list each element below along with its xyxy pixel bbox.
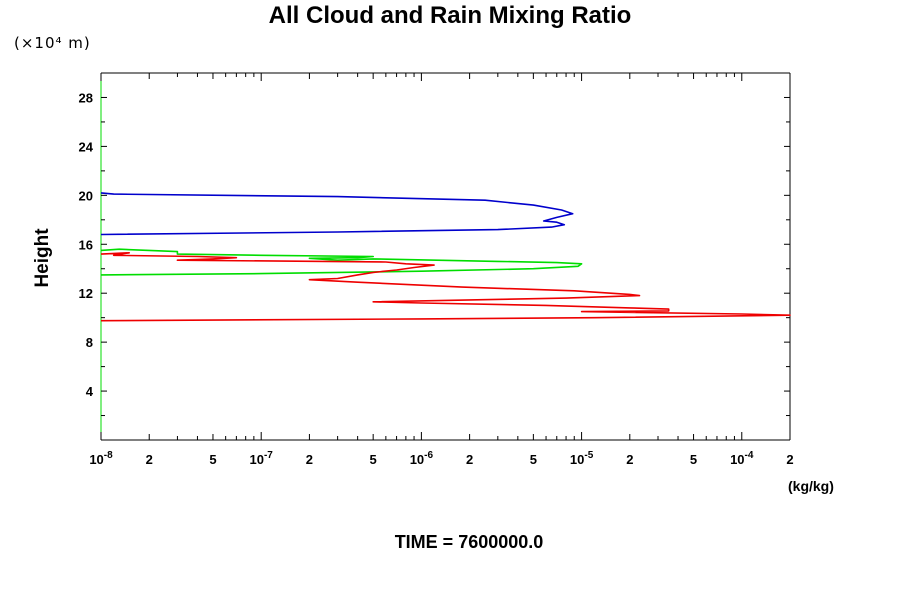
x-tick-label: 10-4: [730, 450, 754, 467]
x-tick-label: 10-5: [570, 450, 594, 467]
x-tick-label: 5: [530, 452, 537, 467]
chart-title: All Cloud and Rain Mixing Ratio: [268, 2, 632, 29]
x-axis-label: (kg/kg): [788, 478, 834, 494]
y-tick-label: 4: [86, 384, 94, 399]
x-tick-label: 10-6: [410, 450, 434, 467]
y-tick-label: 16: [79, 237, 93, 252]
x-tick-label: 5: [370, 452, 377, 467]
y-tick-label: 20: [79, 188, 93, 203]
x-tick-label: 2: [146, 452, 153, 467]
x-tick-label: 2: [466, 452, 473, 467]
series-line-2: [100, 248, 583, 276]
time-annotation: TIME = 7600000.0: [394, 532, 544, 552]
y-tick-label: 8: [86, 335, 93, 350]
x-tick-label: 2: [306, 452, 313, 467]
y-tick-label: 28: [79, 90, 93, 105]
y-tick-label: 24: [79, 139, 94, 154]
series-line-1: [100, 192, 574, 236]
x-tick-label: 10-8: [89, 450, 113, 467]
x-tick-label: 5: [690, 452, 697, 467]
y-axis-units: (×10⁴ m): [14, 34, 91, 52]
x-tick-label: 2: [786, 452, 793, 467]
series-line-3: [100, 252, 791, 322]
y-tick-label: 12: [79, 286, 93, 301]
x-tick-label: 10-7: [250, 450, 274, 467]
x-tick-label: 2: [626, 452, 633, 467]
x-tick-label: 5: [209, 452, 216, 467]
